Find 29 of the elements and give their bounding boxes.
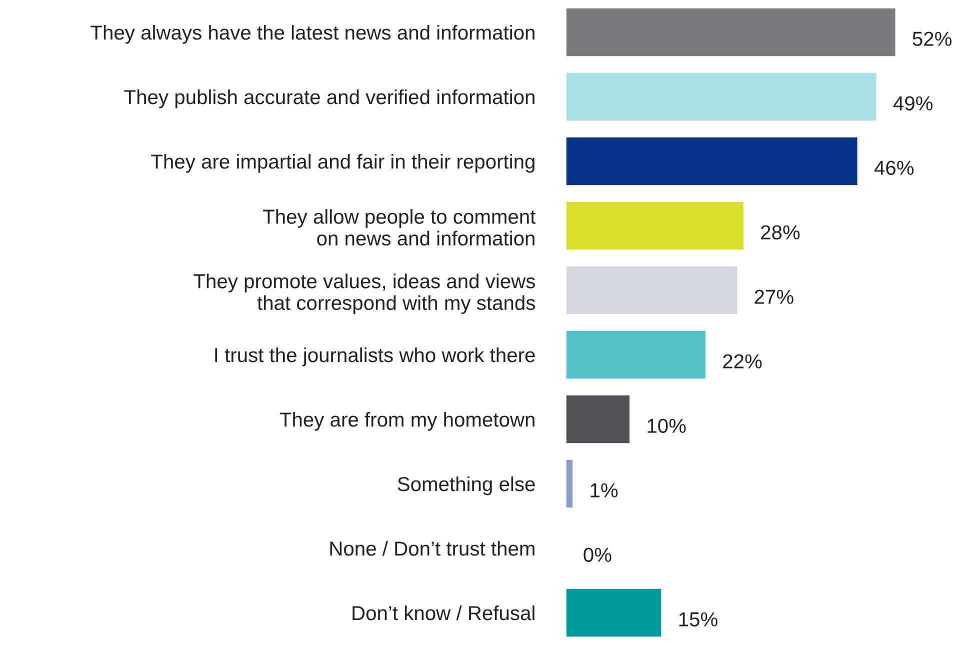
data-label: 0%: [584, 548, 612, 562]
data-label: 28%: [761, 225, 800, 240]
data-label: 52%: [912, 32, 952, 46]
bar: [566, 266, 738, 314]
y-tick-label: Don’t know / Refusal: [352, 605, 534, 620]
bar: [566, 395, 630, 444]
y-tick-label: Something else: [398, 476, 535, 496]
y-tick-label: They allow people to comment on news and information: [263, 209, 536, 246]
y-tick-label: They are impartial and fair in their reporting: [151, 154, 534, 173]
data-label: 10%: [648, 418, 686, 433]
y-tick-label: None / Don’t trust them: [330, 540, 534, 556]
data-label: 22%: [723, 354, 762, 368]
bar: [566, 460, 573, 508]
bar: [566, 202, 744, 250]
y-tick-label: They are from my hometown: [280, 412, 534, 431]
bar: [566, 330, 706, 379]
data-label: 15%: [679, 612, 718, 626]
data-label: 1%: [590, 483, 618, 498]
data-label: 27%: [754, 290, 794, 304]
y-tick-label: They promote values, ideas and views that correspond with my stands: [194, 274, 535, 314]
bar: [566, 137, 858, 186]
bar: [566, 8, 896, 56]
bar: [566, 72, 876, 121]
y-tick-label: I trust the journalists who work there: [215, 347, 535, 366]
data-label: 49%: [893, 96, 933, 110]
bar: [566, 588, 662, 637]
y-tick-label: They always have the latest news and information: [90, 24, 534, 44]
y-tick-label: They publish accurate and verified information: [124, 89, 534, 108]
data-label: 46%: [874, 160, 914, 175]
